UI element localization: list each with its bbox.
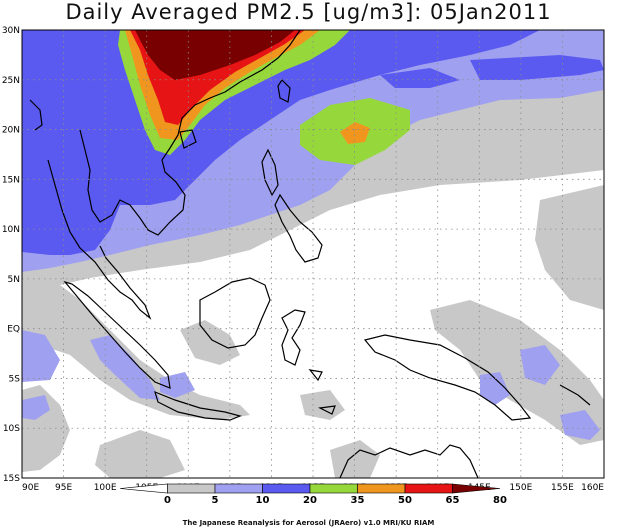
lat-label: 5N (8, 275, 20, 285)
lat-label: 20N (2, 126, 20, 136)
colorbar-label: 35 (351, 495, 365, 506)
colorbar: 0 5 10 20 35 50 65 80 (119, 483, 507, 506)
lat-label: 5S (9, 374, 21, 384)
lon-label: 90E (22, 483, 39, 493)
credit-text: The Japanese Reanalysis for Aerosol (JRA… (182, 519, 435, 527)
lat-label: EQ (7, 325, 20, 335)
lon-label: 95E (55, 483, 72, 493)
lat-label: 15N (2, 175, 20, 185)
lon-label: 160E (581, 483, 604, 493)
lat-label: 10N (2, 225, 20, 235)
colorbar-label: 65 (446, 495, 460, 506)
graticule (22, 30, 604, 478)
coastlines (29, 30, 591, 478)
colorbar-swatch (309, 483, 358, 494)
colorbar-label: 0 (164, 495, 171, 506)
colorbar-label: 80 (493, 495, 507, 506)
lat-label: 10S (3, 424, 20, 434)
colorbar-label: 5 (212, 495, 219, 506)
map-frame (21, 29, 605, 479)
colorbar-swatch (262, 483, 311, 494)
colorbar-swatch (357, 483, 406, 494)
latitude-labels: 30N 25N 20N 15N 10N 5N EQ 5S 10S 15S (2, 26, 20, 484)
colorbar-label: 20 (303, 495, 317, 506)
colorbar-swatch (167, 483, 216, 494)
colorbar-label: 50 (398, 495, 412, 506)
colorbar-swatch (452, 483, 501, 494)
pm25-field (22, 30, 604, 478)
lat-label: 25N (2, 76, 20, 86)
colorbar-swatch (404, 483, 453, 494)
pm25-band-80-plus (135, 30, 295, 80)
lon-label: 150E (509, 483, 532, 493)
map-title: Daily Averaged PM2.5 [ug/m3]: 05Jan2011 (65, 0, 552, 24)
lon-label: 155E (551, 483, 574, 493)
colorbar-label: 10 (256, 495, 270, 506)
lon-label: 100E (94, 483, 117, 493)
colorbar-swatch (214, 483, 263, 494)
lat-label: 30N (2, 26, 20, 36)
lat-label: 15S (3, 474, 20, 484)
